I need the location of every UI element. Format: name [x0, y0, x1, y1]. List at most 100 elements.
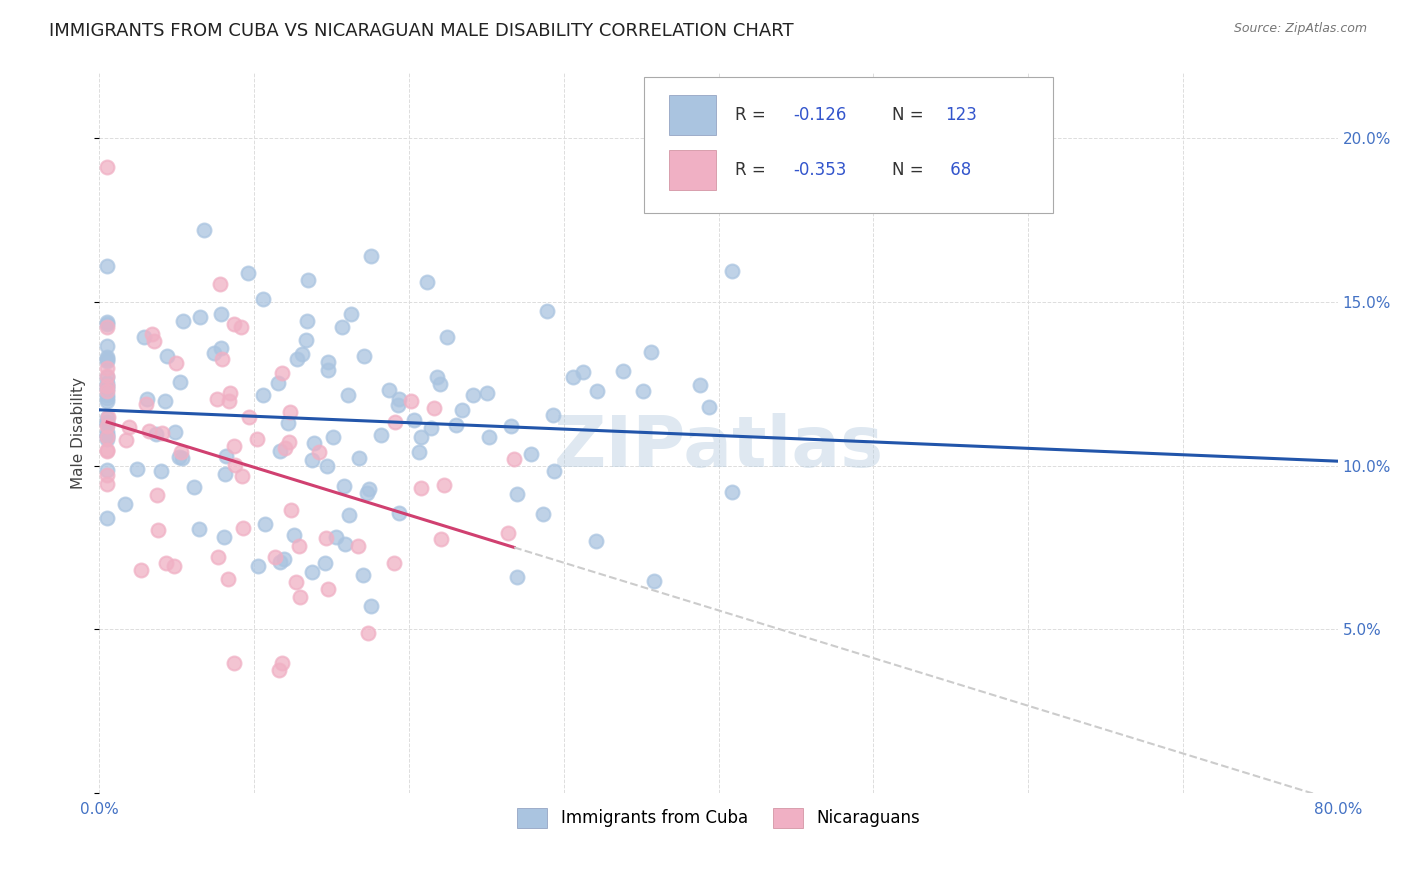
Point	[322, 430, 344, 444]
Point	[208, 277, 231, 292]
Legend: Immigrants from Cuba, Nicaraguans: Immigrants from Cuba, Nicaraguans	[510, 801, 927, 835]
Point	[96, 467, 118, 482]
Point	[96, 370, 118, 384]
Point	[222, 318, 245, 332]
Point	[143, 334, 166, 349]
Text: -0.353: -0.353	[793, 161, 846, 179]
Point	[247, 558, 270, 573]
Point	[330, 320, 353, 334]
Point	[506, 569, 529, 583]
Point	[426, 369, 449, 384]
Point	[337, 508, 360, 523]
Point	[401, 394, 423, 409]
Point	[332, 479, 354, 493]
Point	[218, 386, 240, 401]
Point	[96, 353, 118, 368]
Point	[96, 463, 118, 477]
Point	[278, 434, 301, 449]
Point	[475, 386, 498, 401]
Point	[163, 558, 186, 573]
Point	[561, 369, 583, 384]
Point	[96, 410, 118, 425]
Point	[263, 550, 285, 565]
Point	[352, 568, 374, 582]
Point	[353, 350, 375, 364]
Point	[114, 497, 136, 511]
Point	[150, 465, 173, 479]
Text: -0.126: -0.126	[793, 106, 846, 124]
Point	[291, 347, 314, 361]
Point	[640, 345, 662, 359]
Point	[96, 379, 118, 393]
Point	[205, 392, 228, 406]
Point	[96, 418, 118, 433]
Point	[252, 388, 274, 402]
Point	[229, 319, 252, 334]
Point	[423, 401, 446, 416]
Point	[169, 450, 191, 465]
Y-axis label: Male Disability: Male Disability	[72, 376, 86, 489]
Point	[96, 259, 118, 273]
Point	[316, 363, 339, 377]
Point	[214, 530, 236, 544]
Point	[378, 384, 401, 398]
Point	[135, 397, 157, 411]
Point	[96, 339, 118, 353]
Point	[360, 599, 382, 614]
Point	[280, 503, 302, 517]
Point	[231, 469, 253, 483]
Point	[308, 444, 330, 458]
Point	[271, 656, 294, 670]
Text: Source: ZipAtlas.com: Source: ZipAtlas.com	[1233, 22, 1367, 36]
Point	[96, 429, 118, 443]
Point	[96, 379, 118, 393]
Text: 68: 68	[945, 161, 972, 179]
Point	[218, 394, 240, 409]
Point	[370, 428, 392, 442]
Point	[146, 487, 169, 501]
Text: ZIPatlas: ZIPatlas	[554, 413, 883, 482]
Point	[169, 375, 191, 389]
Point	[382, 556, 405, 570]
Point	[357, 626, 380, 640]
Point	[145, 427, 167, 442]
Point	[96, 415, 118, 429]
Point	[411, 482, 433, 496]
Point	[461, 388, 484, 402]
Point	[236, 267, 259, 281]
Point	[183, 480, 205, 494]
Point	[146, 523, 169, 537]
Point	[270, 367, 292, 381]
Point	[193, 223, 215, 237]
Point	[253, 516, 276, 531]
Point	[132, 330, 155, 344]
Point	[585, 533, 607, 548]
Point	[96, 352, 118, 367]
Point	[297, 273, 319, 287]
Point	[315, 532, 337, 546]
Point	[202, 346, 225, 360]
Point	[356, 485, 378, 500]
Point	[436, 330, 458, 344]
Point	[215, 449, 238, 463]
Point	[360, 249, 382, 263]
Point	[347, 451, 370, 466]
Point	[96, 432, 118, 446]
Point	[96, 430, 118, 444]
Point	[269, 444, 291, 458]
Point	[96, 384, 118, 399]
Point	[543, 465, 565, 479]
Point	[541, 408, 564, 422]
Text: IMMIGRANTS FROM CUBA VS NICARAGUAN MALE DISABILITY CORRELATION CHART: IMMIGRANTS FROM CUBA VS NICARAGUAN MALE …	[49, 22, 794, 40]
Point	[141, 327, 163, 342]
Point	[612, 364, 634, 378]
Bar	[669, 95, 716, 135]
Point	[333, 537, 356, 551]
Point	[499, 418, 522, 433]
Point	[222, 656, 245, 670]
Point	[96, 387, 118, 401]
Point	[388, 506, 411, 520]
Point	[165, 356, 187, 370]
Point	[96, 391, 118, 405]
Point	[277, 416, 299, 430]
